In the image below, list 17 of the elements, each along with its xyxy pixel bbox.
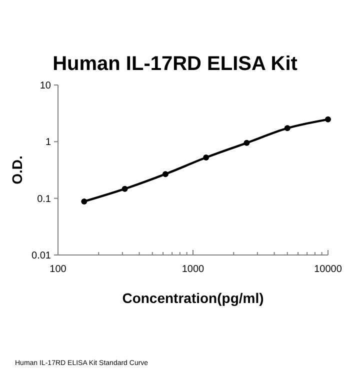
y-tick-label: 1	[45, 137, 52, 148]
x-tick-label: 10000	[314, 264, 342, 275]
point	[162, 171, 168, 178]
point	[325, 116, 331, 122]
chart-title: Human IL-17RD ELISA Kit	[52, 53, 298, 75]
y-tick-label: 0.01	[32, 250, 52, 262]
point	[81, 198, 88, 204]
point	[284, 125, 290, 132]
point	[203, 154, 210, 161]
y-tick-label: 0.1	[37, 194, 52, 205]
point	[122, 186, 128, 192]
x-axis-title: Concentration(pg/ml)	[122, 290, 264, 306]
y-axis-title: O.D.	[9, 156, 25, 184]
y-tick-label: 10	[40, 80, 52, 92]
x-tick-label: 1000	[182, 264, 205, 275]
point	[244, 140, 250, 146]
x-tick-label: 100	[50, 264, 67, 275]
